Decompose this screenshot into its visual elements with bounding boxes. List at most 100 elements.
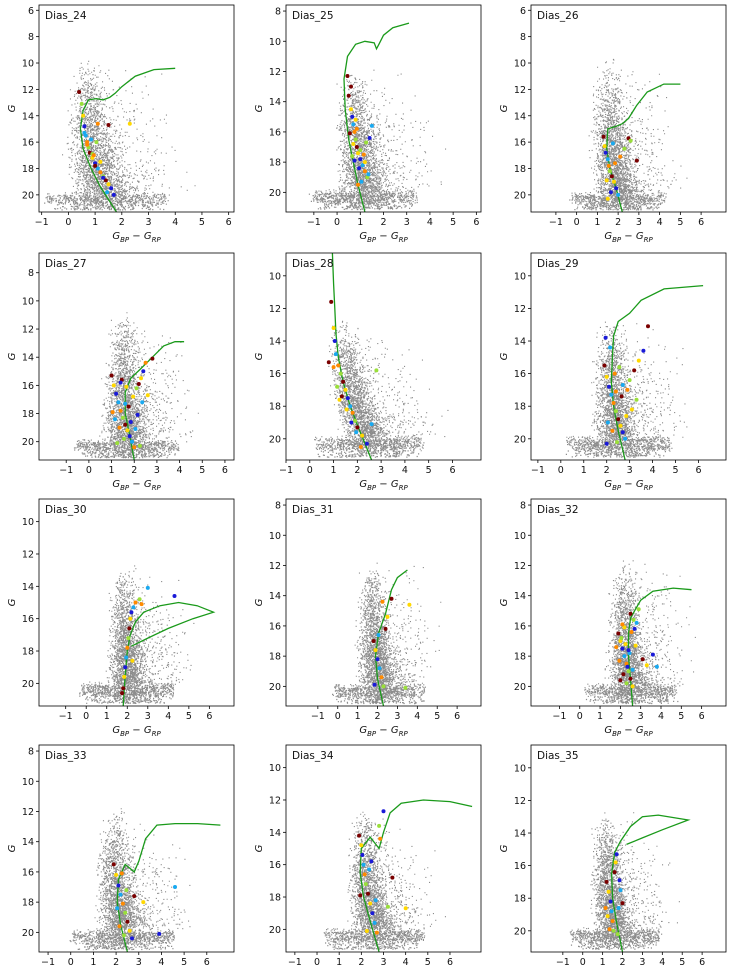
member-star — [389, 596, 394, 601]
member-star — [607, 384, 611, 389]
y-axis-label: G — [499, 352, 510, 360]
y-tick-label: 18 — [22, 647, 34, 658]
plot-area — [565, 284, 704, 460]
isochrone-line — [331, 253, 373, 460]
member-star — [350, 114, 355, 119]
member-star — [345, 396, 350, 401]
y-tick-label: 16 — [514, 621, 526, 632]
member-star — [173, 885, 177, 889]
member-star — [621, 672, 626, 677]
field-stars — [569, 812, 680, 950]
member-star — [610, 919, 615, 923]
member-star — [128, 616, 133, 621]
y-axis-label: G — [499, 104, 510, 112]
y-tick-label: 20 — [269, 925, 281, 936]
field-stars — [73, 312, 199, 459]
member-star — [331, 326, 336, 330]
y-tick-label: 14 — [514, 111, 526, 122]
member-star — [623, 436, 628, 441]
y-tick-label: 20 — [269, 682, 281, 693]
y-tick-label: 8 — [275, 7, 281, 18]
y-axis-label: G — [254, 352, 265, 360]
member-star — [361, 152, 366, 157]
x-tick-label: 0 — [83, 711, 89, 722]
x-tick-label: −1 — [307, 217, 321, 228]
x-tick-label: 6 — [699, 711, 705, 722]
x-tick-label: 2 — [113, 957, 119, 968]
member-star — [352, 129, 357, 134]
member-star — [622, 625, 627, 630]
member-star — [367, 136, 372, 140]
x-tick-label: 3 — [378, 465, 384, 476]
member-star — [114, 391, 119, 396]
x-tick-label: 2 — [358, 957, 364, 968]
y-tick-label: 16 — [514, 369, 526, 380]
member-star — [620, 622, 625, 627]
member-star — [630, 684, 635, 689]
member-star — [130, 936, 134, 941]
member-star — [377, 666, 382, 671]
y-tick-label: 10 — [514, 59, 526, 70]
x-tick-label: 1 — [597, 711, 603, 722]
x-tick-label: 3 — [136, 957, 142, 968]
member-star — [82, 130, 87, 135]
member-star — [605, 196, 610, 201]
member-star — [605, 157, 610, 162]
member-star — [141, 369, 146, 374]
panel-title: Dias_31 — [292, 504, 334, 516]
x-tick-label: 5 — [426, 465, 432, 476]
x-tick-label: 6 — [447, 957, 453, 968]
member-star — [622, 654, 627, 659]
x-tick-label: 1 — [109, 465, 115, 476]
y-tick-label: 12 — [269, 67, 281, 78]
member-star — [616, 631, 621, 636]
x-tick-label: 2 — [354, 465, 360, 476]
y-tick-label: 18 — [514, 652, 526, 663]
x-axis-label: GBP − GRP — [112, 231, 161, 244]
y-tick-label: 12 — [514, 304, 526, 315]
y-tick-label: 20 — [514, 434, 526, 445]
field-stars — [323, 811, 446, 950]
member-star — [150, 356, 155, 361]
y-tick-label: 8 — [28, 268, 34, 279]
x-tick-label: 2 — [617, 711, 623, 722]
member-star — [346, 93, 351, 98]
x-tick-label: 4 — [165, 711, 171, 722]
member-star — [366, 172, 371, 177]
member-star — [650, 652, 655, 657]
plot-area — [332, 562, 442, 706]
member-star — [362, 872, 367, 877]
member-star — [626, 669, 631, 674]
member-star — [640, 657, 645, 662]
member-star — [361, 862, 366, 867]
member-star — [105, 190, 110, 195]
member-star — [339, 394, 344, 399]
x-tick-label: 5 — [181, 957, 187, 968]
member-star — [115, 906, 120, 911]
member-star — [109, 186, 114, 191]
y-axis-label: G — [254, 104, 265, 112]
member-star — [116, 883, 121, 888]
member-star — [106, 123, 111, 127]
member-star — [611, 401, 616, 405]
panel-title: Dias_28 — [292, 258, 334, 270]
x-axis-label: GBP − GRP — [359, 231, 408, 244]
member-star — [133, 427, 138, 431]
y-tick-label: 18 — [22, 898, 34, 909]
member-star — [620, 901, 625, 906]
x-tick-label: 5 — [425, 957, 431, 968]
member-star — [111, 383, 116, 388]
x-tick-label: −1 — [59, 711, 73, 722]
member-star — [123, 910, 128, 915]
y-tick-label: 18 — [22, 164, 34, 175]
y-tick-label: 16 — [269, 860, 281, 871]
y-axis-label: G — [499, 598, 510, 606]
member-star — [139, 602, 144, 607]
panel-title: Dias_29 — [537, 258, 579, 270]
y-tick-label: 18 — [269, 652, 281, 663]
member-star — [95, 166, 100, 171]
member-star — [115, 441, 120, 446]
x-tick-label: 5 — [673, 465, 679, 476]
y-tick-label: 14 — [22, 353, 34, 364]
axes-frame — [38, 744, 235, 953]
